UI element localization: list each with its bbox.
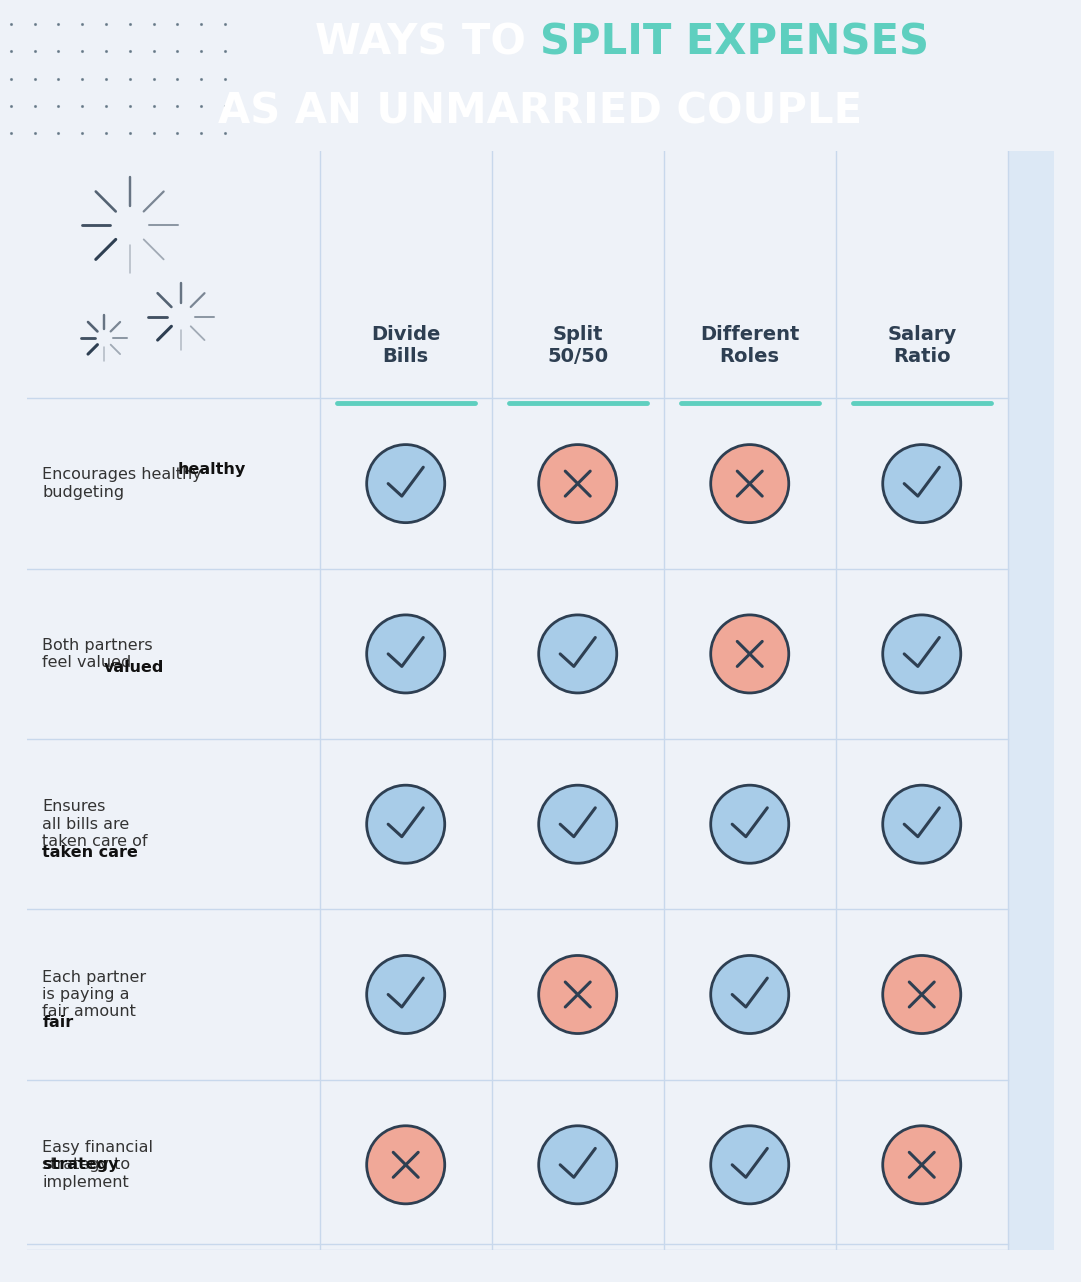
Text: Easy financial
strategy to
implement: Easy financial strategy to implement	[42, 1140, 154, 1190]
Ellipse shape	[883, 1126, 961, 1204]
Ellipse shape	[710, 615, 789, 694]
Text: AS AN UNMARRIED COUPLE: AS AN UNMARRIED COUPLE	[218, 91, 863, 133]
Ellipse shape	[883, 955, 961, 1033]
Text: Split
50/50: Split 50/50	[547, 326, 609, 367]
Ellipse shape	[538, 615, 617, 694]
Text: Different
Roles: Different Roles	[700, 326, 800, 367]
Ellipse shape	[538, 1126, 617, 1204]
Text: Salary
Ratio: Salary Ratio	[888, 326, 957, 367]
Ellipse shape	[366, 785, 444, 863]
Ellipse shape	[883, 615, 961, 694]
Text: WAYS TO: WAYS TO	[316, 22, 540, 63]
Ellipse shape	[710, 445, 789, 523]
Ellipse shape	[366, 615, 444, 694]
Text: valued: valued	[104, 660, 164, 676]
Text: taken care: taken care	[42, 845, 138, 860]
Text: healthy: healthy	[178, 462, 246, 477]
Ellipse shape	[710, 1126, 789, 1204]
Text: SPLIT EXPENSES: SPLIT EXPENSES	[540, 22, 930, 63]
Text: Ensures
all bills are
taken care of: Ensures all bills are taken care of	[42, 799, 148, 849]
Ellipse shape	[366, 955, 444, 1033]
Text: fair: fair	[42, 1015, 74, 1031]
FancyBboxPatch shape	[1007, 151, 1054, 1250]
Text: Divide
Bills: Divide Bills	[371, 326, 440, 367]
Ellipse shape	[538, 955, 617, 1033]
Ellipse shape	[538, 445, 617, 523]
Ellipse shape	[366, 445, 444, 523]
Text: strategy: strategy	[42, 1158, 119, 1172]
Text: Encourages healthy
budgeting: Encourages healthy budgeting	[42, 468, 202, 500]
Ellipse shape	[366, 1126, 444, 1204]
Text: Both partners
feel valued: Both partners feel valued	[42, 637, 154, 670]
Ellipse shape	[710, 785, 789, 863]
Ellipse shape	[710, 955, 789, 1033]
Ellipse shape	[883, 785, 961, 863]
Ellipse shape	[883, 445, 961, 523]
Text: Each partner
is paying a
fair amount: Each partner is paying a fair amount	[42, 969, 147, 1019]
Ellipse shape	[538, 785, 617, 863]
